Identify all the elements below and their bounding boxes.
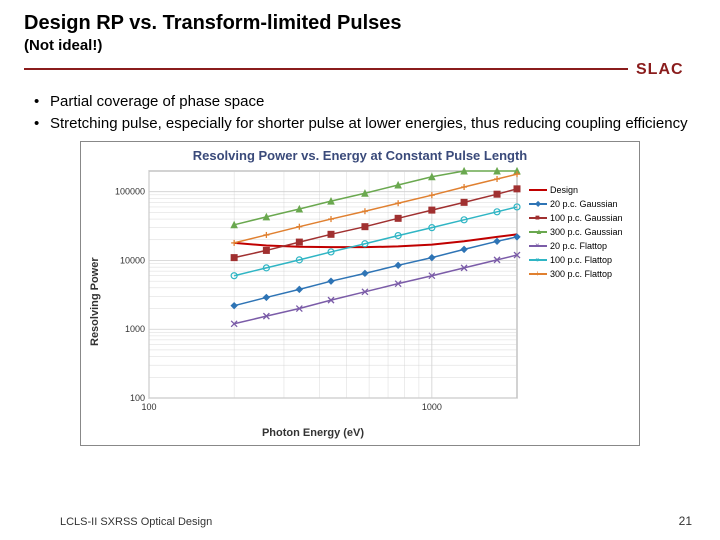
- legend-label: Design: [550, 185, 578, 195]
- svg-text:1000: 1000: [125, 324, 145, 334]
- legend-label: 300 p.c. Gaussian: [550, 227, 623, 237]
- bullet-list: Partial coverage of phase space Stretchi…: [32, 92, 688, 133]
- legend-swatch: [529, 189, 547, 191]
- svg-text:100: 100: [130, 393, 145, 403]
- legend-item: ◆20 p.c. Gaussian: [529, 199, 633, 209]
- legend-item: Design: [529, 185, 633, 195]
- chart-container: Resolving Power vs. Energy at Constant P…: [80, 141, 640, 446]
- legend-item: ×20 p.c. Flattop: [529, 241, 633, 251]
- footer-label: LCLS-II SXRSS Optical Design: [60, 516, 212, 528]
- chart-title: Resolving Power vs. Energy at Constant P…: [81, 142, 639, 165]
- legend-swatch: ▲: [529, 231, 547, 233]
- slac-logo: SLAC: [636, 60, 696, 78]
- svg-text:SLAC: SLAC: [636, 61, 684, 78]
- legend-item: ▲300 p.c. Gaussian: [529, 227, 633, 237]
- bullet-item: Stretching pulse, especially for shorter…: [32, 114, 688, 134]
- svg-text:100000: 100000: [115, 187, 145, 197]
- legend-swatch: ○: [529, 259, 547, 261]
- legend-swatch: ◆: [529, 203, 547, 205]
- legend-swatch: ■: [529, 217, 547, 219]
- chart-xlabel: Photon Energy (eV): [103, 427, 523, 439]
- svg-text:10000: 10000: [120, 255, 145, 265]
- legend-label: 100 p.c. Flattop: [550, 255, 612, 265]
- chart-legend: Design ◆20 p.c. Gaussian ■100 p.c. Gaussia…: [523, 165, 633, 439]
- legend-swatch: ×: [529, 245, 547, 247]
- legend-label: 300 p.c. Flattop: [550, 269, 612, 279]
- bullet-item: Partial coverage of phase space: [32, 92, 688, 112]
- legend-label: 20 p.c. Flattop: [550, 241, 607, 251]
- legend-item: +300 p.c. Flattop: [529, 269, 633, 279]
- legend-swatch: +: [529, 273, 547, 275]
- page-number: 21: [679, 514, 692, 528]
- legend-item: ■100 p.c. Gaussian: [529, 213, 633, 223]
- legend-label: 20 p.c. Gaussian: [550, 199, 618, 209]
- page-title: Design RP vs. Transform-limited Pulses: [24, 12, 696, 35]
- chart-ylabel: Resolving Power: [87, 165, 103, 439]
- legend-item: ○100 p.c. Flattop: [529, 255, 633, 265]
- rule-line: [24, 68, 628, 70]
- chart-plot: 100 1000 100 1000 10000 100000: [103, 165, 523, 420]
- legend-label: 100 p.c. Gaussian: [550, 213, 623, 223]
- page-subtitle: (Not ideal!): [24, 37, 696, 54]
- svg-text:100: 100: [141, 402, 156, 412]
- svg-text:1000: 1000: [422, 402, 442, 412]
- header-rule: SLAC: [24, 60, 696, 78]
